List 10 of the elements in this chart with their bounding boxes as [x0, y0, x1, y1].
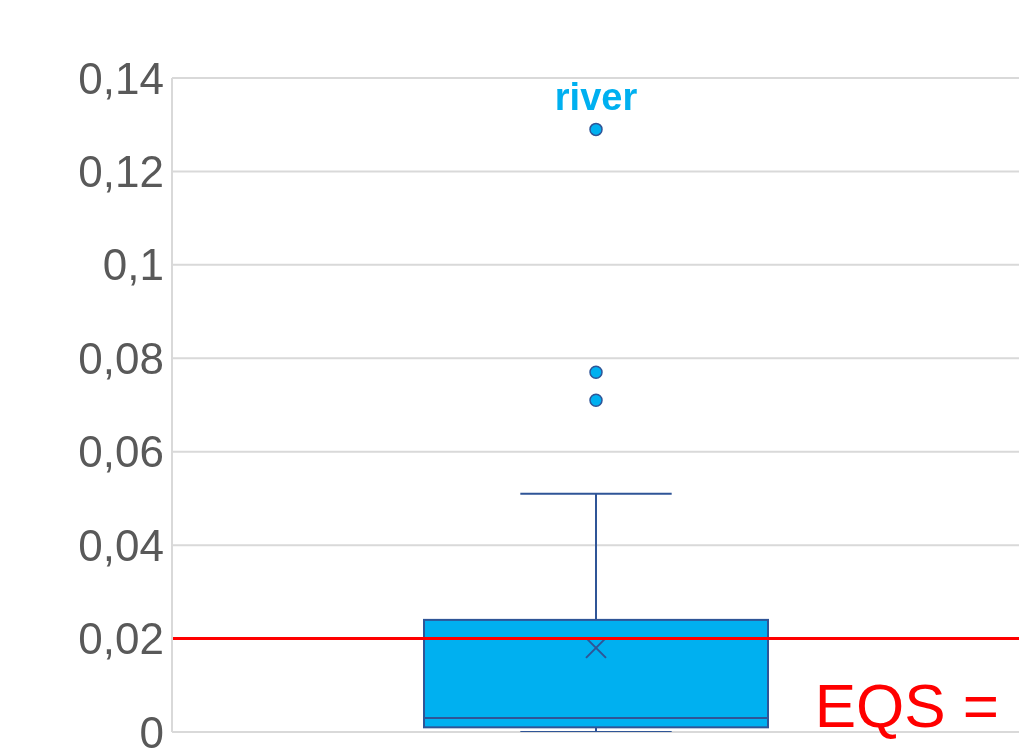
y-tick-label: 0,1	[102, 240, 164, 290]
y-tick-label: 0,04	[78, 520, 164, 570]
y-tick-label: 0,06	[78, 427, 164, 477]
y-tick-label: 0,14	[78, 53, 164, 103]
text: river	[554, 76, 638, 118]
y-tick-label: 0,12	[78, 147, 164, 197]
y-tick-label: 0,02	[78, 614, 164, 664]
y-tick-label: 0,08	[78, 333, 164, 383]
y-tick-label: 0	[139, 707, 164, 754]
ref-line-label: EQS =	[814, 670, 999, 740]
